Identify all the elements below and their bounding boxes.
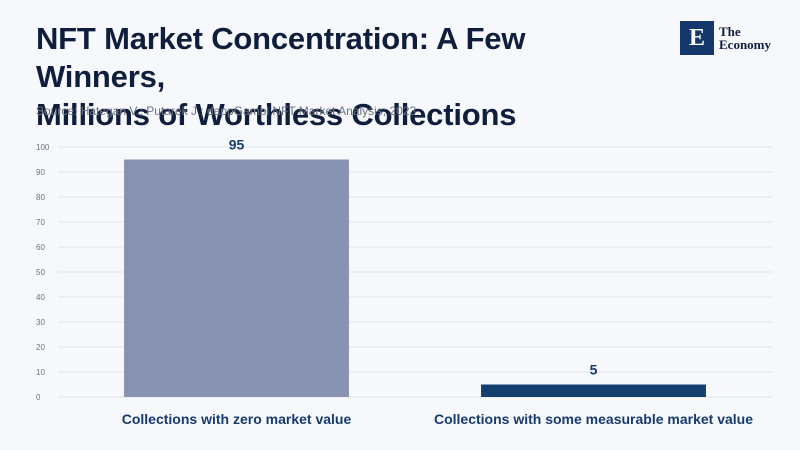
y-tick-label: 20 (36, 343, 45, 352)
y-tick-label: 50 (36, 268, 45, 277)
y-tick-label: 40 (36, 293, 45, 302)
logo-wordmark-line-2: Economy (719, 37, 771, 52)
y-tick-label: 80 (36, 193, 45, 202)
x-category-label: Collections with zero market value (122, 411, 352, 427)
y-tick-label: 0 (36, 393, 41, 402)
chart-title-line-1: NFT Market Concentration: A Few Winners, (36, 21, 526, 94)
logo-wordmark: The Economy (719, 25, 771, 51)
bar-value-label: 95 (229, 137, 245, 153)
y-tick-label: 30 (36, 318, 45, 327)
y-tick-label: 100 (36, 143, 50, 152)
bar (124, 159, 349, 397)
brand-logo[interactable]: E The Economy (680, 21, 771, 55)
data-labels: 95 5 (229, 137, 598, 378)
y-tick-label: 70 (36, 218, 45, 227)
y-tick-label: 60 (36, 243, 45, 252)
bars (124, 159, 706, 397)
y-tick-label: 90 (36, 168, 45, 177)
y-tick-label: 10 (36, 368, 45, 377)
logo-wordmark-line-1: The (719, 24, 741, 39)
y-axis-ticks: 0 10 20 30 40 50 60 70 80 90 100 (36, 143, 50, 402)
x-category-label: Collections with some measurable market … (434, 411, 753, 427)
logo-e-icon: E (680, 21, 714, 55)
chart-title-line-2: Millions of Worthless Collections (36, 97, 517, 132)
chart-title: NFT Market Concentration: A Few Winners,… (36, 20, 656, 134)
bar (481, 384, 706, 397)
category-labels: Collections with zero market value Collec… (122, 411, 753, 427)
chart-source: Source: Hategan V.; Putarek J.; dappGamb… (36, 104, 417, 118)
bar-value-label: 5 (590, 362, 598, 378)
